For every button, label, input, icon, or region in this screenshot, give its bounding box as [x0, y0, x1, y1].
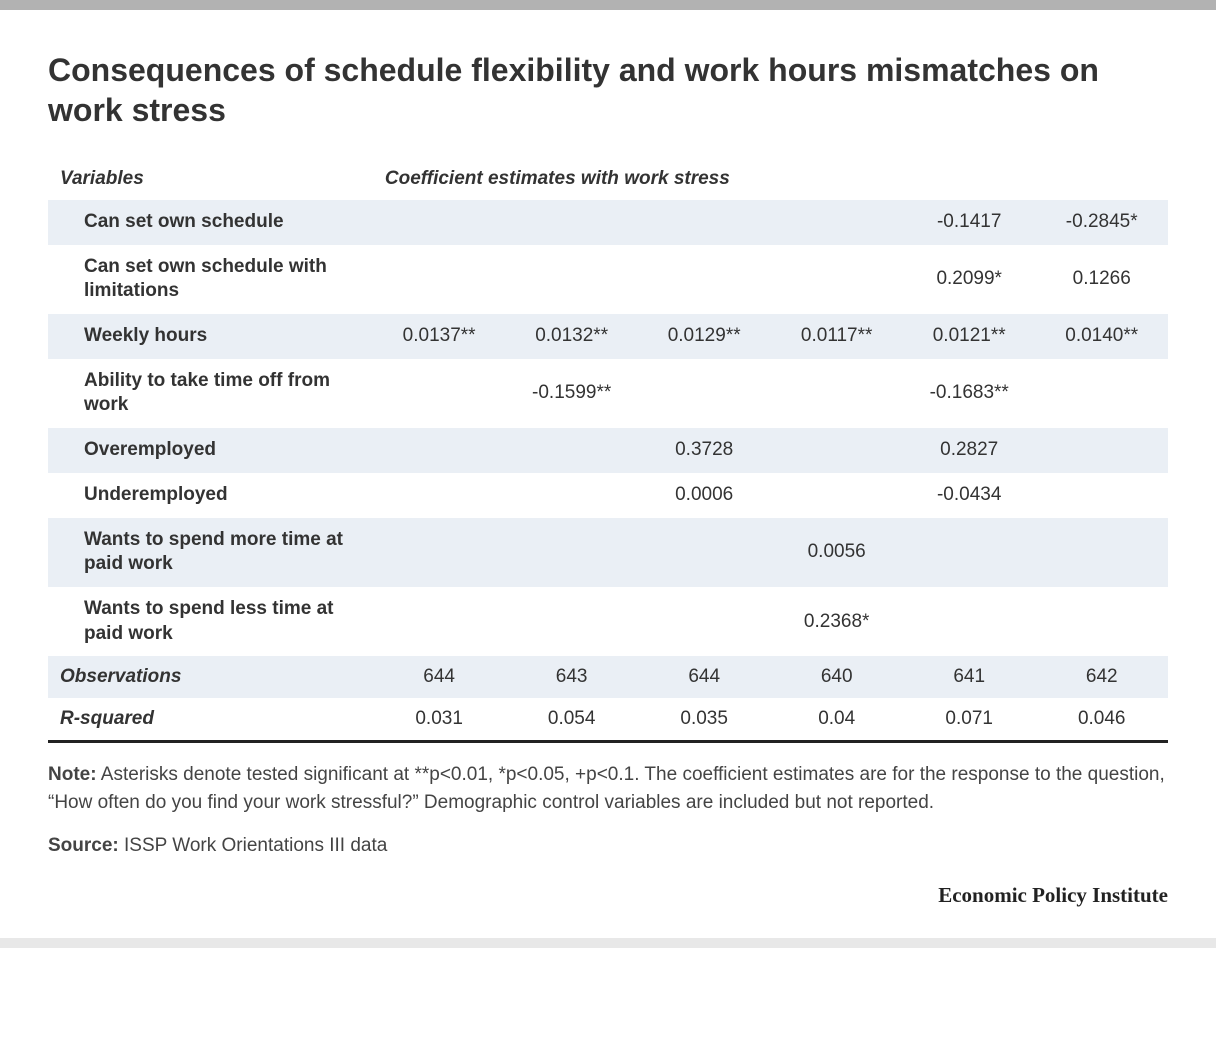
- table-cell: 644: [373, 656, 506, 698]
- table-cell: [1035, 473, 1168, 518]
- table-row: Can set own schedule with limitations 0.2…: [48, 245, 1168, 314]
- table-cell: 0.0132**: [505, 314, 638, 359]
- table-cell: 0.04: [770, 698, 903, 740]
- table-cell: 640: [770, 656, 903, 698]
- row-label: Underemployed: [48, 473, 373, 518]
- table-cell: [770, 359, 903, 428]
- table-row: Underemployed 0.0006 -0.0434: [48, 473, 1168, 518]
- table-cell: 643: [505, 656, 638, 698]
- table-cell: 0.0006: [638, 473, 771, 518]
- table-cell: 0.3728: [638, 428, 771, 473]
- table-cell: [505, 587, 638, 656]
- row-label: Wants to spend less time at paid work: [48, 587, 373, 656]
- table-cell: -0.1417: [903, 200, 1036, 245]
- table-row: Wants to spend less time at paid work 0.2…: [48, 587, 1168, 656]
- table-cell: [638, 518, 771, 587]
- table-cell: 0.1266: [1035, 245, 1168, 314]
- row-label: Overemployed: [48, 428, 373, 473]
- table-cell: [505, 245, 638, 314]
- table-cell: -0.2845*: [1035, 200, 1168, 245]
- row-label: Ability to take time off from work: [48, 359, 373, 428]
- header-coefficients: Coefficient estimates with work stress: [373, 158, 1168, 200]
- top-accent-bar: [0, 0, 1216, 10]
- table-cell: [770, 473, 903, 518]
- table-cell: [373, 359, 506, 428]
- table-cell: [638, 200, 771, 245]
- table-cell: 0.071: [903, 698, 1036, 740]
- row-label: Can set own schedule with limitations: [48, 245, 373, 314]
- table-cell: [770, 245, 903, 314]
- table-cell: [373, 587, 506, 656]
- figure-title: Consequences of schedule flexibility and…: [48, 50, 1168, 130]
- table-cell: 0.0117**: [770, 314, 903, 359]
- figure-note: Note: Asterisks denote tested significan…: [48, 761, 1168, 816]
- table-header-row: Variables Coefficient estimates with wor…: [48, 158, 1168, 200]
- figure-source: Source: ISSP Work Orientations III data: [48, 835, 1168, 857]
- table-cell: 642: [1035, 656, 1168, 698]
- note-text: Asterisks denote tested significant at *…: [48, 764, 1165, 813]
- table-cell: 0.046: [1035, 698, 1168, 740]
- table-cell: [373, 428, 506, 473]
- table-cell: -0.1599**: [505, 359, 638, 428]
- table-cell: [1035, 428, 1168, 473]
- row-label: Weekly hours: [48, 314, 373, 359]
- table-cell: [1035, 518, 1168, 587]
- table-cell: [505, 473, 638, 518]
- table-cell: [903, 518, 1036, 587]
- table-summary-row: Observations644643644640641642: [48, 656, 1168, 698]
- table-cell: 0.0137**: [373, 314, 506, 359]
- table-cell: 0.2099*: [903, 245, 1036, 314]
- note-label: Note:: [48, 764, 97, 785]
- table-cell: 0.2368*: [770, 587, 903, 656]
- table-cell: [638, 587, 771, 656]
- summary-row-label: Observations: [48, 656, 373, 698]
- bottom-accent-bar: [0, 938, 1216, 948]
- table-cell: [770, 200, 903, 245]
- header-variables: Variables: [48, 158, 373, 200]
- table-summary-row: R-squared0.0310.0540.0350.040.0710.046: [48, 698, 1168, 740]
- table-cell: 0.2827: [903, 428, 1036, 473]
- table-cell: [1035, 587, 1168, 656]
- table-cell: 0.035: [638, 698, 771, 740]
- table-cell: 0.031: [373, 698, 506, 740]
- table-cell: [373, 473, 506, 518]
- table-cell: 0.0140**: [1035, 314, 1168, 359]
- table-cell: -0.0434: [903, 473, 1036, 518]
- table-cell: [505, 518, 638, 587]
- source-text: ISSP Work Orientations III data: [124, 835, 387, 856]
- table-cell: 0.0056: [770, 518, 903, 587]
- table-row: Overemployed 0.3728 0.2827: [48, 428, 1168, 473]
- table-row: Wants to spend more time at paid work 0.0…: [48, 518, 1168, 587]
- table-cell: [638, 245, 771, 314]
- table-bottom-rule: [48, 740, 1168, 743]
- table-row: Ability to take time off from work -0.159…: [48, 359, 1168, 428]
- row-label: Wants to spend more time at paid work: [48, 518, 373, 587]
- table-cell: [903, 587, 1036, 656]
- table-cell: [505, 200, 638, 245]
- table-cell: 641: [903, 656, 1036, 698]
- table-cell: [373, 518, 506, 587]
- summary-row-label: R-squared: [48, 698, 373, 740]
- table-cell: [373, 200, 506, 245]
- attribution-text: Economic Policy Institute: [48, 883, 1168, 908]
- table-row: Weekly hours0.0137**0.0132**0.0129**0.01…: [48, 314, 1168, 359]
- table-cell: [373, 245, 506, 314]
- table-cell: 0.0121**: [903, 314, 1036, 359]
- row-label: Can set own schedule: [48, 200, 373, 245]
- figure-container: Consequences of schedule flexibility and…: [0, 10, 1216, 938]
- table-cell: 0.054: [505, 698, 638, 740]
- table-body: Can set own schedule-0.1417-0.2845*Can s…: [48, 200, 1168, 740]
- table-cell: 0.0129**: [638, 314, 771, 359]
- table-cell: 644: [638, 656, 771, 698]
- results-table: Variables Coefficient estimates with wor…: [48, 158, 1168, 740]
- table-cell: -0.1683**: [903, 359, 1036, 428]
- table-row: Can set own schedule -0.1417-0.2845*: [48, 200, 1168, 245]
- table-cell: [638, 359, 771, 428]
- table-cell: [1035, 359, 1168, 428]
- source-label: Source:: [48, 835, 119, 856]
- table-cell: [505, 428, 638, 473]
- table-cell: [770, 428, 903, 473]
